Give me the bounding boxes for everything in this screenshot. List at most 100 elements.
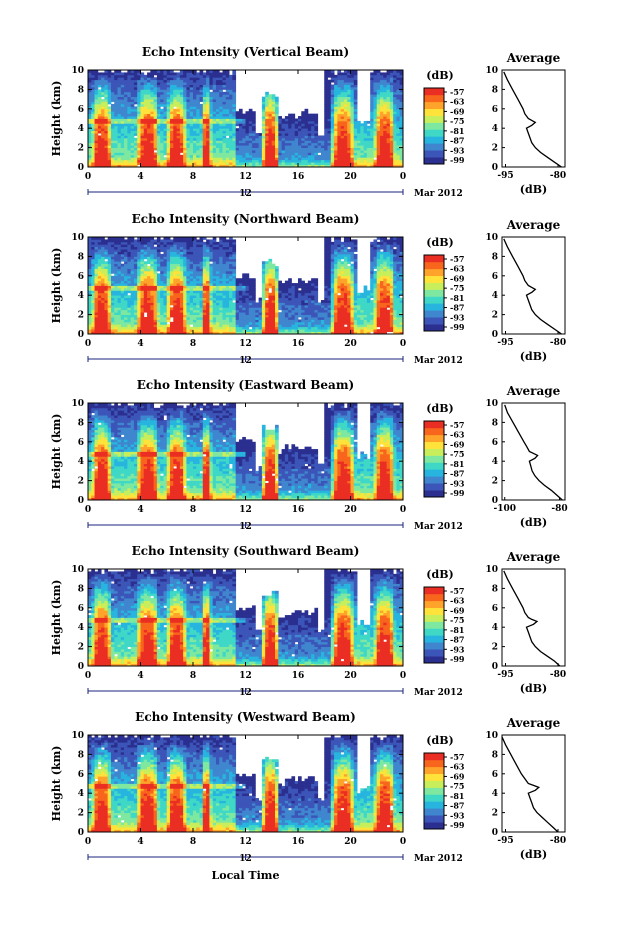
heatmap-cell	[206, 96, 210, 100]
heatmap-cell	[91, 82, 95, 85]
heatmap-cell	[343, 74, 348, 78]
heatmap-cell	[196, 79, 200, 83]
heatmap-cell	[340, 86, 345, 90]
heatmap-cell	[193, 295, 197, 299]
heatmap-cell	[317, 154, 322, 158]
heatmap-cell	[376, 142, 381, 146]
heatmap-cell	[183, 118, 187, 122]
heatmap-cell	[337, 94, 342, 98]
heatmap-cell	[189, 253, 194, 257]
heatmap-cell	[91, 91, 95, 95]
heatmap-cell	[380, 86, 384, 90]
heatmap-cell	[120, 142, 125, 146]
heatmap-cell	[130, 142, 135, 146]
heatmap-cell	[176, 321, 181, 325]
heatmap-cell	[127, 263, 132, 267]
heatmap-cell	[156, 280, 161, 284]
heatmap-cell	[232, 94, 237, 98]
heatmap-cell	[110, 314, 115, 318]
heatmap-cell	[114, 125, 118, 129]
heatmap-cell	[347, 154, 351, 158]
colorbar: -57-63-69-75-81-87-93-99	[423, 87, 465, 165]
heatmap-cell	[363, 145, 368, 148]
heatmap-cell	[396, 106, 401, 110]
heatmap-cell	[366, 142, 371, 146]
heatmap-cell	[160, 317, 164, 320]
heatmap-cell	[91, 140, 95, 144]
heatmap-cell	[88, 89, 92, 93]
heatmap-cell	[357, 140, 361, 144]
heatmap-cell	[127, 239, 132, 243]
heatmap-cell	[107, 261, 112, 265]
heatmap-cell	[94, 74, 99, 78]
heatmap-cell	[101, 108, 105, 112]
heatmap-cell	[107, 309, 112, 313]
heatmap-cell	[238, 147, 243, 151]
heatmap-cell	[202, 74, 207, 78]
heatmap-cell	[350, 133, 355, 136]
heatmap-cells	[88, 237, 404, 335]
heatmap-cell	[176, 82, 181, 85]
heatmap-cell	[110, 128, 115, 132]
heatmap-cell	[334, 86, 338, 90]
heatmap-cell	[206, 106, 210, 110]
heatmap-cell	[150, 116, 155, 119]
heatmap-cell	[101, 309, 105, 313]
heatmap-cell	[196, 261, 200, 265]
heatmap-cell	[393, 123, 397, 127]
heatmap-cell	[150, 135, 155, 139]
colorbar-tick-label: -81	[450, 126, 464, 136]
heatmap-cell	[373, 111, 378, 115]
heatmap-cell	[327, 86, 332, 90]
heatmap-cell	[399, 164, 404, 168]
heatmap-cell	[215, 326, 220, 330]
heatmap-cell	[363, 123, 368, 127]
heatmap-cell	[186, 118, 191, 122]
heatmap-cell	[202, 263, 207, 267]
heatmap-cell	[140, 292, 145, 296]
heatmap-cell	[97, 295, 102, 299]
heatmap-cell	[314, 130, 319, 134]
heatmap-cell	[334, 77, 338, 81]
heatmap-cell	[163, 103, 168, 107]
heatmap-cell	[193, 89, 197, 93]
heatmap-cell	[327, 74, 332, 78]
heatmap-cell	[147, 135, 151, 139]
heatmap-cell	[268, 137, 273, 141]
heatmap-cell	[340, 89, 345, 93]
heatmap-cell	[252, 140, 256, 144]
heatmap-cell	[107, 113, 112, 117]
heatmap-cell	[179, 123, 184, 127]
heatmap-cell	[143, 244, 148, 248]
heatmap-cell	[206, 94, 210, 98]
heatmap-cell	[337, 84, 342, 88]
heatmap-cell	[278, 150, 282, 153]
heatmap-cell	[124, 249, 128, 252]
heatmap-cell	[196, 106, 200, 110]
heatmap-cell	[163, 324, 168, 328]
heatmap-cell	[212, 258, 217, 262]
heatmap-cell	[370, 106, 374, 110]
heatmap-cell	[147, 89, 151, 93]
heatmap-cell	[120, 94, 125, 98]
average-title: Average	[506, 51, 561, 65]
heatmap-cell	[153, 159, 158, 163]
heatmap-cell	[232, 133, 237, 136]
heatmap-cell	[199, 321, 204, 325]
heatmap-cell	[229, 99, 233, 102]
heatmap-cell	[370, 111, 374, 115]
heatmap-cell	[268, 154, 273, 158]
heatmap-cell	[219, 302, 223, 306]
heatmap-cell	[166, 135, 171, 139]
heatmap-cell	[219, 290, 223, 294]
heatmap-cell	[94, 300, 99, 303]
heatmap-cell	[101, 285, 105, 289]
heatmap-cell	[206, 300, 210, 303]
heatmap-cell	[193, 147, 197, 151]
heatmap-cell	[209, 239, 214, 243]
heatmap-cell	[137, 263, 141, 267]
heatmap-cell	[101, 319, 105, 323]
heatmap-cell	[202, 101, 207, 105]
heatmap-cell	[91, 108, 95, 112]
heatmap-cell	[327, 137, 332, 141]
